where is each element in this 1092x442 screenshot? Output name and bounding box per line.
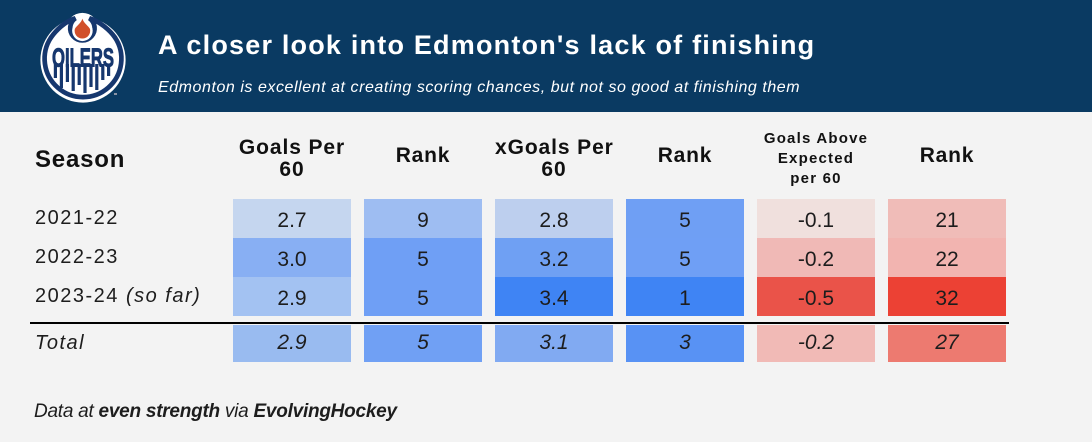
- svg-text:OILERS: OILERS: [52, 43, 114, 73]
